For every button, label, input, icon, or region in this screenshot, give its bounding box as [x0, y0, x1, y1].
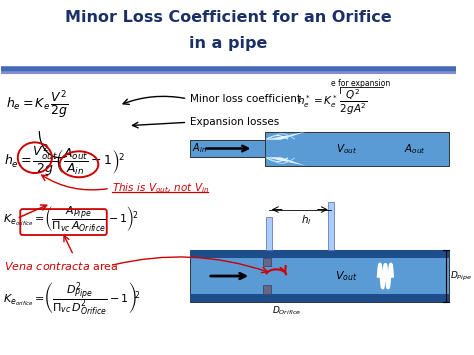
Text: $h_l$: $h_l$	[301, 213, 312, 227]
Text: This is $V_{out}$, not $V_{in}$: This is $V_{out}$, not $V_{in}$	[112, 181, 210, 195]
Polygon shape	[263, 284, 271, 294]
Text: $A_{out}$: $A_{out}$	[404, 142, 426, 155]
Text: $V_{out}$: $V_{out}$	[336, 142, 357, 155]
Polygon shape	[263, 258, 271, 266]
Text: e for expansion: e for expansion	[331, 79, 390, 88]
Polygon shape	[190, 250, 449, 302]
Polygon shape	[190, 140, 265, 157]
Text: $V_{out}$: $V_{out}$	[336, 269, 358, 283]
Polygon shape	[265, 132, 306, 140]
Polygon shape	[265, 132, 449, 166]
Text: $K_{e_{orifice}} = \!\left(\dfrac{A_{Pipe}}{\Pi_{vc}\,A_{Orifice}} - 1\right)^{\: $K_{e_{orifice}} = \!\left(\dfrac{A_{Pip…	[3, 204, 139, 233]
Text: $A_{in}$: $A_{in}$	[192, 142, 207, 155]
Text: $D_{Orifice}$: $D_{Orifice}$	[272, 305, 301, 317]
Polygon shape	[265, 217, 272, 250]
Polygon shape	[190, 294, 449, 302]
Polygon shape	[190, 250, 449, 258]
Text: $K_{e_{orifice}} = \!\left(\dfrac{D_{Pipe}^2}{\Pi_{vc}\,D_{Orifice}^2} - 1\right: $K_{e_{orifice}} = \!\left(\dfrac{D_{Pip…	[3, 280, 141, 316]
Text: in a pipe: in a pipe	[189, 36, 267, 51]
Text: $h_e^* = K_e^*\,\dfrac{Q^2}{2gA^2}$: $h_e^* = K_e^*\,\dfrac{Q^2}{2gA^2}$	[297, 87, 367, 117]
Text: $\mathit{Vena\ contracta}$ area: $\mathit{Vena\ contracta}$ area	[4, 260, 119, 272]
FancyBboxPatch shape	[0, 1, 456, 71]
Text: $D_{Pipe}$: $D_{Pipe}$	[450, 269, 472, 283]
Text: Minor Loss Coefficient for an Orifice: Minor Loss Coefficient for an Orifice	[65, 10, 392, 25]
Text: Minor loss coefficient: Minor loss coefficient	[190, 94, 301, 104]
Polygon shape	[328, 202, 334, 250]
Polygon shape	[265, 157, 306, 166]
Text: Expansion losses: Expansion losses	[190, 118, 279, 127]
Text: $h_e = \dfrac{V_{out}^2}{2g}\!\left(\dfrac{A_{out}}{A_{in}} - 1\right)^{\!2}$: $h_e = \dfrac{V_{out}^2}{2g}\!\left(\dfr…	[4, 143, 125, 179]
Text: $h_e = K_e\,\dfrac{V^2}{2g}$: $h_e = K_e\,\dfrac{V^2}{2g}$	[6, 88, 69, 121]
